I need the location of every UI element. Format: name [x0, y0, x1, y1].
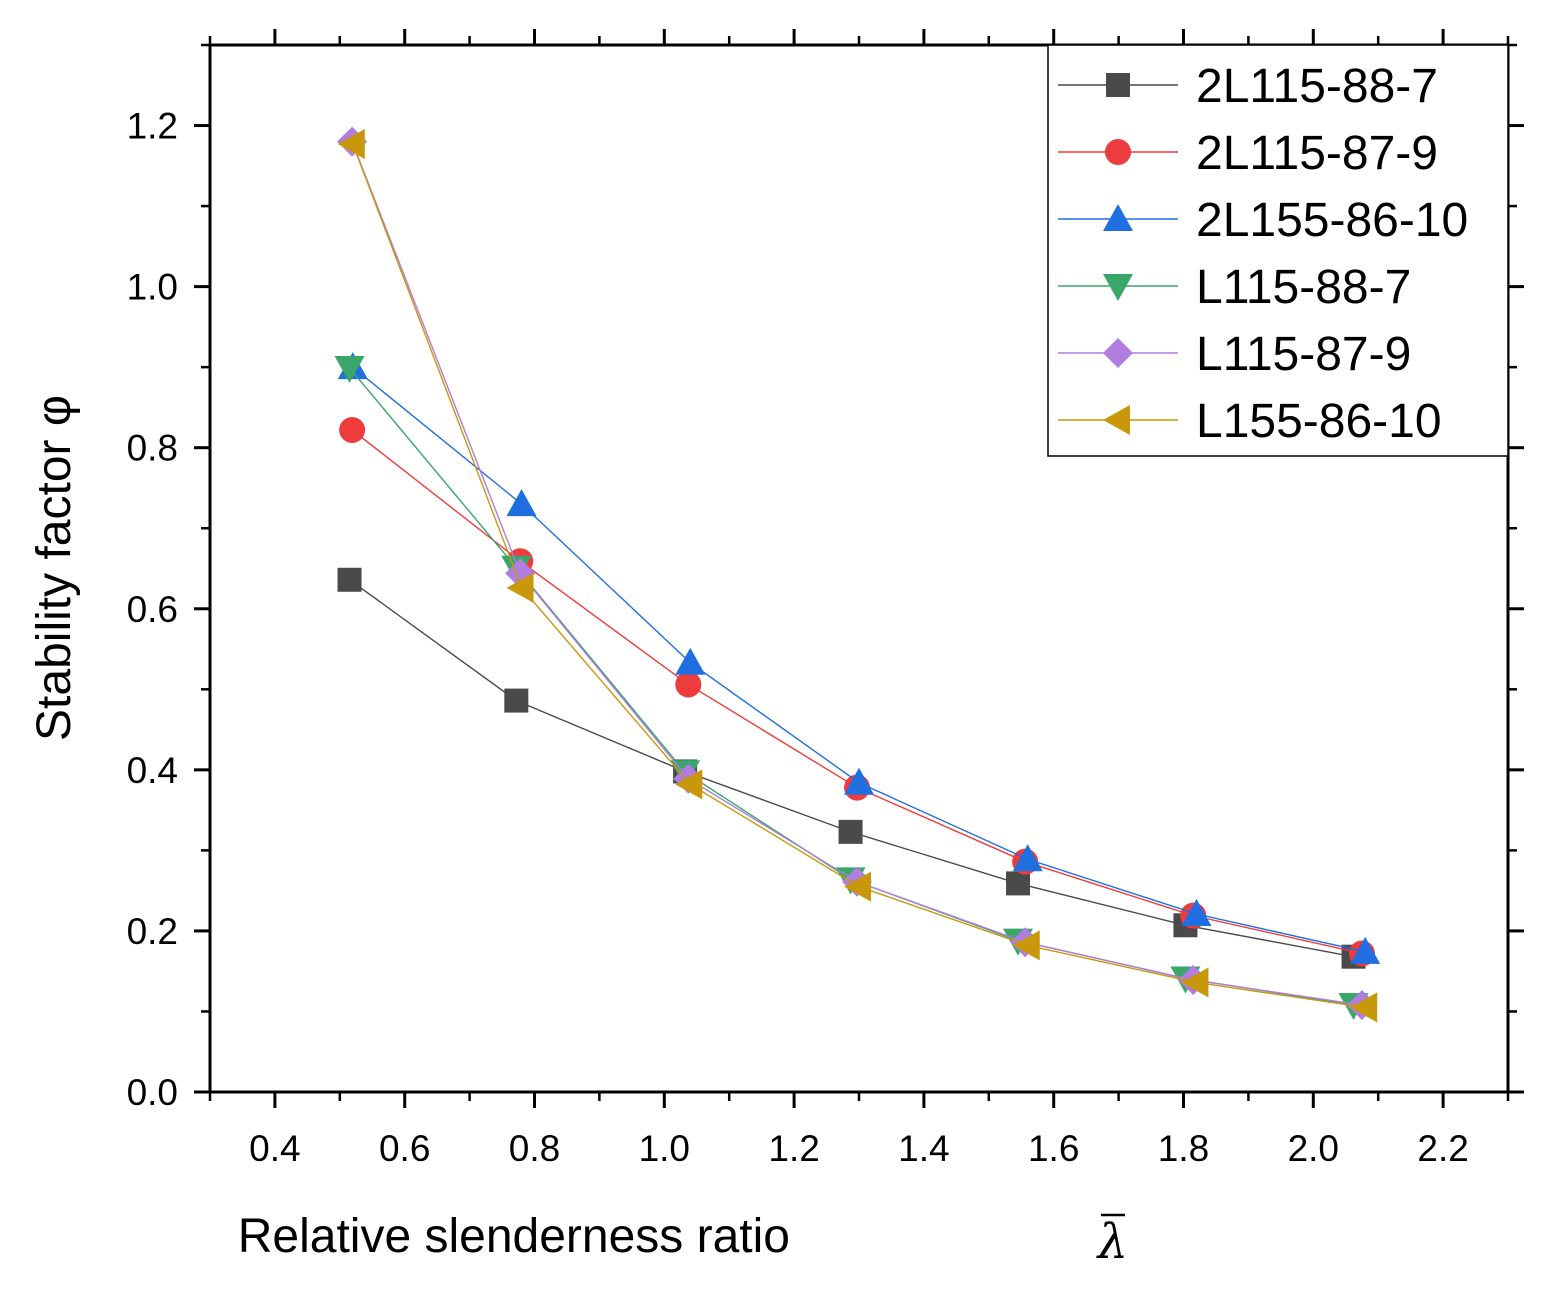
- y-tick-label: 0.6: [127, 589, 178, 630]
- data-point: [506, 489, 537, 517]
- series-2L115-88-7: [337, 567, 1366, 969]
- data-point: [339, 416, 366, 443]
- data-point: [1181, 967, 1209, 998]
- legend-label: L155-86-10: [1196, 395, 1442, 448]
- x-tick-label: 0.4: [249, 1128, 300, 1169]
- y-tick-label: 0.2: [127, 911, 178, 952]
- legend-item: 2L115-88-7: [1058, 60, 1438, 113]
- x-tick-label: 1.8: [1158, 1128, 1209, 1169]
- x-tick-label: 2.0: [1288, 1128, 1339, 1169]
- series-layer: [334, 126, 1381, 1023]
- y-axis-title: Stability factor φ: [28, 395, 81, 741]
- data-point: [1181, 899, 1212, 927]
- data-point: [1006, 871, 1031, 896]
- legend-marker: [1103, 405, 1130, 435]
- data-point: [1350, 936, 1381, 964]
- data-point: [337, 567, 362, 592]
- data-point: [675, 769, 703, 800]
- data-point: [844, 871, 871, 902]
- x-axis-symbol: λ: [1096, 1213, 1128, 1270]
- data-point: [504, 688, 529, 713]
- y-tick-label: 1.0: [127, 267, 178, 308]
- legend-marker: [1105, 139, 1131, 165]
- x-tick-label: 0.6: [379, 1128, 430, 1169]
- y-tick-label: 0.8: [127, 428, 178, 469]
- data-point: [337, 129, 365, 160]
- data-point: [675, 671, 702, 698]
- legend-marker: [1103, 274, 1133, 301]
- legend-item: L115-88-7: [1058, 261, 1411, 314]
- y-tick-label: 0.4: [127, 750, 178, 791]
- legend-box: [1047, 44, 1509, 457]
- x-tick-label: 2.2: [1417, 1128, 1468, 1169]
- data-point: [334, 355, 365, 383]
- legend-item: L155-86-10: [1058, 395, 1442, 448]
- legend: 2L115-88-7 2L115-87-9 2L155-86-10 L115-88-7…: [1047, 44, 1509, 457]
- x-tick-label: 1.2: [768, 1128, 819, 1169]
- legend-label: L115-88-7: [1196, 261, 1411, 314]
- data-point: [844, 767, 874, 795]
- x-tick-label: 0.8: [509, 1128, 560, 1169]
- x-axis: 0.4 0.6 0.8 1.0 1.2 1.4 1.6 1.8 2.0 2.2: [208, 29, 1510, 1169]
- legend-label: 2L155-86-10: [1196, 194, 1468, 247]
- data-point: [1012, 844, 1043, 872]
- data-point: [1012, 930, 1040, 961]
- y-axis: 0.0 0.2 0.4 0.6 0.8 1.0 1.2: [127, 43, 1524, 1113]
- data-point: [838, 819, 863, 844]
- y-tick-label: 0.0: [127, 1072, 178, 1113]
- x-axis-symbol-lambda: λ: [1096, 1214, 1128, 1270]
- legend-label: L115-87-9: [1196, 328, 1411, 381]
- legend-label: 2L115-88-7: [1196, 60, 1438, 113]
- data-point: [1350, 992, 1378, 1023]
- y-tick-label: 1.2: [127, 106, 178, 147]
- x-axis-title: Relative slenderness ratio: [238, 1210, 790, 1263]
- legend-item: L115-87-9: [1058, 328, 1411, 381]
- series-line: [349, 579, 1354, 958]
- series-L155-86-10: [337, 129, 1378, 1023]
- data-point: [675, 647, 706, 675]
- legend-item: 2L115-87-9: [1058, 127, 1438, 180]
- legend-marker: [1103, 338, 1133, 368]
- x-tick-label: 1.4: [898, 1128, 949, 1169]
- legend-marker: [1106, 73, 1130, 97]
- legend-label: 2L115-87-9: [1196, 127, 1438, 180]
- x-tick-label: 1.6: [1028, 1128, 1079, 1169]
- legend-marker: [1103, 204, 1133, 231]
- x-tick-label: 1.0: [639, 1128, 690, 1169]
- data-point: [506, 572, 534, 603]
- legend-item: 2L155-86-10: [1058, 194, 1468, 247]
